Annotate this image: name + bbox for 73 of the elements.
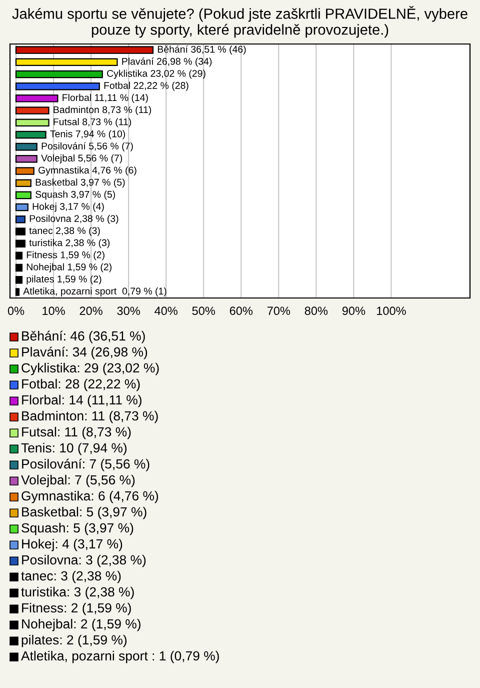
text: tanec: 3 (2,38 %) — [21, 570, 121, 584]
x-tick-label: 100% — [377, 306, 406, 316]
data-label: Fotbal 22,22 % (28) — [104, 82, 188, 91]
text: Atletika, pozarni sport : 1 (0,79 %) — [21, 650, 219, 664]
data-label: Fitness 1,59 % (2) — [26, 251, 104, 260]
text: Volejbal: 7 (5,56 %) — [21, 474, 135, 488]
text: Posilování: 7 (5,56 %) — [22, 458, 150, 472]
x-tick-label: 0% — [8, 306, 24, 316]
data-label: Futsal 8,73 % (11) — [54, 118, 132, 128]
text: Posilovna: 3 (2,38 %) — [22, 554, 146, 568]
bar — [15, 203, 28, 212]
data-label: Badminton 8,73 % (11) — [54, 106, 152, 116]
text: Basketbal: 5 (3,97 %) — [22, 506, 146, 520]
bar — [15, 70, 103, 78]
data-label: Posilování 5,56 % (7) — [42, 142, 133, 152]
x-tick-label: 80% — [304, 306, 328, 316]
data-label: Běhání 36,51 % (46) — [158, 45, 246, 55]
x-tick-label: 10% — [42, 306, 65, 316]
text: Běhání: 46 (36,51 %) — [22, 330, 145, 344]
bar — [15, 130, 46, 139]
bar — [15, 179, 32, 187]
text: Fotbal: 28 (22,22 %) — [22, 378, 140, 392]
bar — [15, 167, 34, 175]
bar — [15, 142, 38, 151]
data-label: Florbal 11,11 % (14) — [62, 94, 148, 103]
data-label: Volejbal 5,56 % (7) — [41, 154, 122, 164]
bar — [15, 276, 23, 284]
data-label: Atletika, pozarni sport 0,79 % (1) — [23, 287, 166, 296]
text: Cyklistika: 29 (23,02 %) — [22, 362, 159, 376]
text: Hokej: 4 (3,17 %) — [22, 538, 122, 552]
bar — [15, 240, 26, 248]
bar — [15, 94, 58, 102]
text: Badminton: 11 (8,73 %) — [22, 410, 158, 424]
text: Plavání: 34 (26,98 %) — [22, 346, 148, 360]
text: Fitness: 2 (1,59 %) — [22, 602, 131, 616]
data-label: Gymnastika 4,76 % (6) — [38, 166, 136, 176]
bar — [15, 155, 38, 163]
text: turistika: 3 (2,38 %) — [21, 586, 134, 600]
x-tick-label: 70% — [267, 306, 290, 316]
x-tick-label: 60% — [230, 306, 253, 316]
x-tick-label: 30% — [117, 306, 140, 316]
data-label: tanec 2,38 % (3) — [29, 226, 100, 236]
data-label: pilates 1,59 % (2) — [26, 275, 102, 284]
text: pilates: 2 (1,59 %) — [22, 634, 127, 648]
x-tick-label: 40% — [154, 306, 178, 316]
data-label: Nohejbal 1,59 % (2) — [26, 263, 112, 272]
chart-title: Jakému sportu se věnujete? (Pokud jste zaškrtli PRAVIDELNĚ, vybere pouze ty sporty, které pravidelně provozujete.) — [12, 6, 468, 38]
x-tick-label: 20% — [80, 306, 102, 316]
bar — [15, 58, 118, 66]
bar — [15, 252, 23, 260]
x-tick-label: 50% — [192, 306, 215, 316]
bar — [15, 216, 26, 224]
bar — [15, 106, 50, 114]
data-label: Hokej 3,17 % (4) — [32, 202, 104, 212]
data-label: Basketbal 3,97 % (5) — [36, 178, 125, 188]
text: Squash: 5 (3,97 %) — [22, 522, 134, 536]
bar — [15, 264, 23, 272]
bar — [15, 118, 50, 126]
data-label: Squash 3,97 % (5) — [36, 190, 115, 200]
x-tick-label: 90% — [342, 306, 366, 316]
data-label: Tenis 7,94 % (10) — [50, 130, 126, 140]
bar — [15, 228, 26, 236]
bar — [15, 191, 32, 200]
bar — [15, 82, 100, 90]
text: Tenis: 10 (7,94 %) — [21, 442, 127, 456]
text: Futsal: 11 (8,73 %) — [22, 426, 131, 440]
text: Florbal: 14 (11,11 %) — [22, 394, 142, 408]
data-label: Posilovna 2,38 % (3) — [30, 214, 118, 224]
data-label: turistika 2,38 % (3) — [29, 239, 110, 248]
text: Gymnastika: 6 (4,76 %) — [22, 490, 158, 504]
text: Nohejbal: 2 (1,59 %) — [22, 618, 140, 632]
data-label: Cyklistika 23,02 % (29) — [107, 70, 206, 79]
data-label: Plavání 26,98 % (34) — [122, 58, 212, 67]
